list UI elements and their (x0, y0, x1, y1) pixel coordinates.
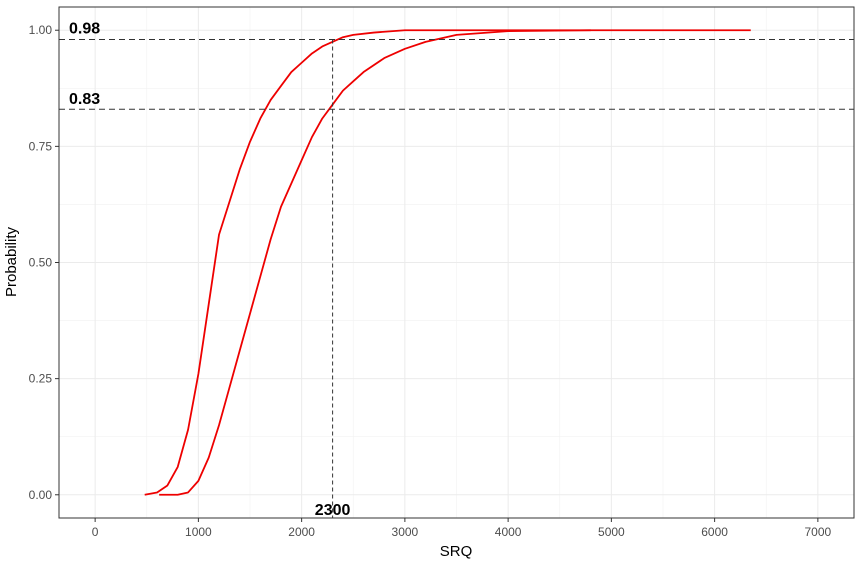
y-tick-label: 1.00 (29, 23, 53, 37)
x-tick-label: 3000 (392, 525, 419, 539)
annotations: 0.98 0.83 2300 (69, 21, 351, 519)
series-line-2 (159, 29, 591, 496)
x-tick-label: 4000 (495, 525, 522, 539)
x-axis-title: SRQ (440, 543, 473, 560)
annotation-upper: 0.98 (69, 21, 100, 38)
y-tick-label: 0.25 (29, 372, 53, 386)
series-layer (144, 29, 751, 496)
x-tick-label: 0 (92, 525, 99, 539)
y-tick-label: 0.00 (29, 488, 53, 502)
annotation-vertical: 2300 (315, 502, 351, 519)
x-tick-label: 2000 (288, 525, 315, 539)
annotation-lower: 0.83 (69, 91, 100, 108)
x-tick-label: 1000 (185, 525, 212, 539)
grid (59, 7, 854, 518)
series-line-1 (144, 29, 751, 496)
reference-lines (59, 39, 854, 518)
y-tick-label: 0.75 (29, 139, 53, 153)
axis-ticks: 0 1000 2000 3000 4000 5000 6000 7000 0.00 0.25 0.5… (29, 23, 832, 539)
x-tick-label: 7000 (805, 525, 832, 539)
x-tick-label: 5000 (598, 525, 625, 539)
x-tick-label: 6000 (701, 525, 728, 539)
y-tick-label: 0.50 (29, 256, 53, 270)
y-axis-title: Probability (3, 226, 20, 297)
